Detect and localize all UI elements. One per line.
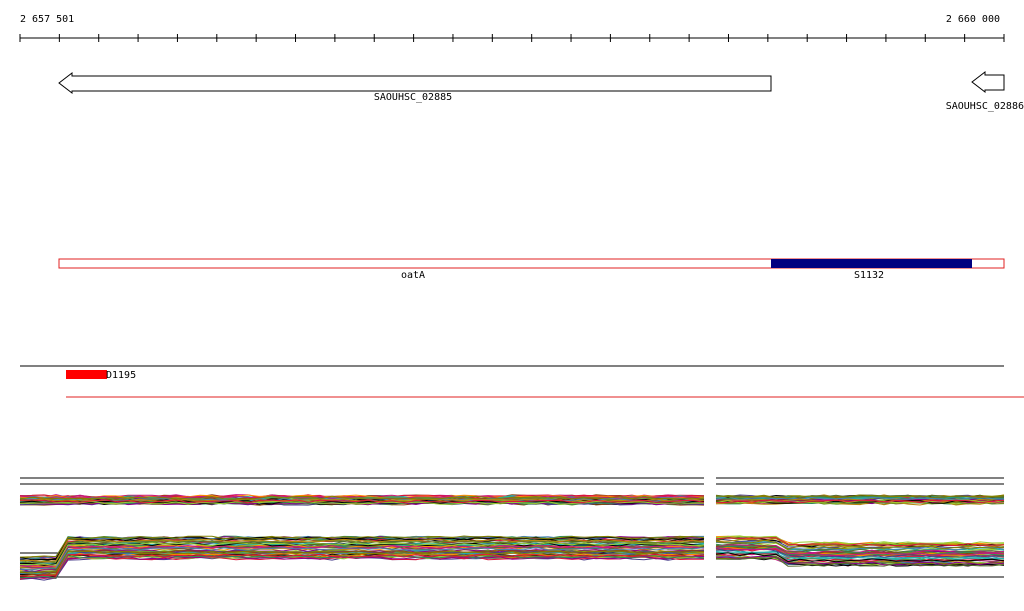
peak-box bbox=[66, 370, 107, 379]
peak-label: D1195 bbox=[106, 370, 136, 381]
ruler-end: 2 660 000 bbox=[946, 14, 1000, 25]
gene-label: SAOUHSC_02885 bbox=[374, 92, 452, 103]
ruler: 2 657 501 2 660 000 bbox=[19, 14, 1005, 42]
expression-line bbox=[715, 539, 1005, 550]
feature-box bbox=[771, 259, 972, 268]
expression-line bbox=[715, 499, 1005, 504]
expression-line bbox=[19, 556, 705, 580]
expression-line bbox=[19, 537, 705, 562]
expression-line bbox=[19, 555, 705, 580]
expression-line bbox=[715, 501, 1005, 506]
expression-line bbox=[715, 545, 1005, 556]
expression-line bbox=[19, 544, 705, 569]
expression-line bbox=[19, 535, 705, 558]
expression-line bbox=[19, 499, 705, 504]
gene-label: SAOUHSC_02886 bbox=[946, 101, 1024, 112]
expression-line bbox=[715, 537, 1005, 547]
feature-label: oatA bbox=[401, 270, 425, 281]
gene-arrow bbox=[971, 70, 1005, 94]
expression-line bbox=[19, 553, 705, 577]
gene-arrow bbox=[58, 71, 772, 95]
expression-line bbox=[715, 549, 1004, 560]
expression-line bbox=[715, 546, 1005, 557]
expression-line bbox=[19, 500, 705, 505]
expression-line bbox=[19, 542, 705, 567]
feature-box bbox=[58, 258, 1005, 269]
ruler-start: 2 657 501 bbox=[20, 14, 74, 25]
expression-line bbox=[19, 550, 705, 574]
expression-line bbox=[19, 538, 705, 563]
expression-line bbox=[19, 495, 705, 500]
expression-line bbox=[715, 552, 1005, 563]
expression-line bbox=[715, 547, 1005, 557]
expression-line bbox=[19, 536, 705, 561]
expression-line bbox=[715, 556, 1005, 567]
expression-line bbox=[19, 546, 705, 571]
expression-line bbox=[19, 552, 705, 577]
expression-line bbox=[715, 541, 1005, 551]
expression-line bbox=[19, 555, 705, 579]
feature-label: S1132 bbox=[854, 270, 884, 281]
expression-line bbox=[715, 494, 1005, 499]
expression-tracks bbox=[19, 477, 1005, 581]
